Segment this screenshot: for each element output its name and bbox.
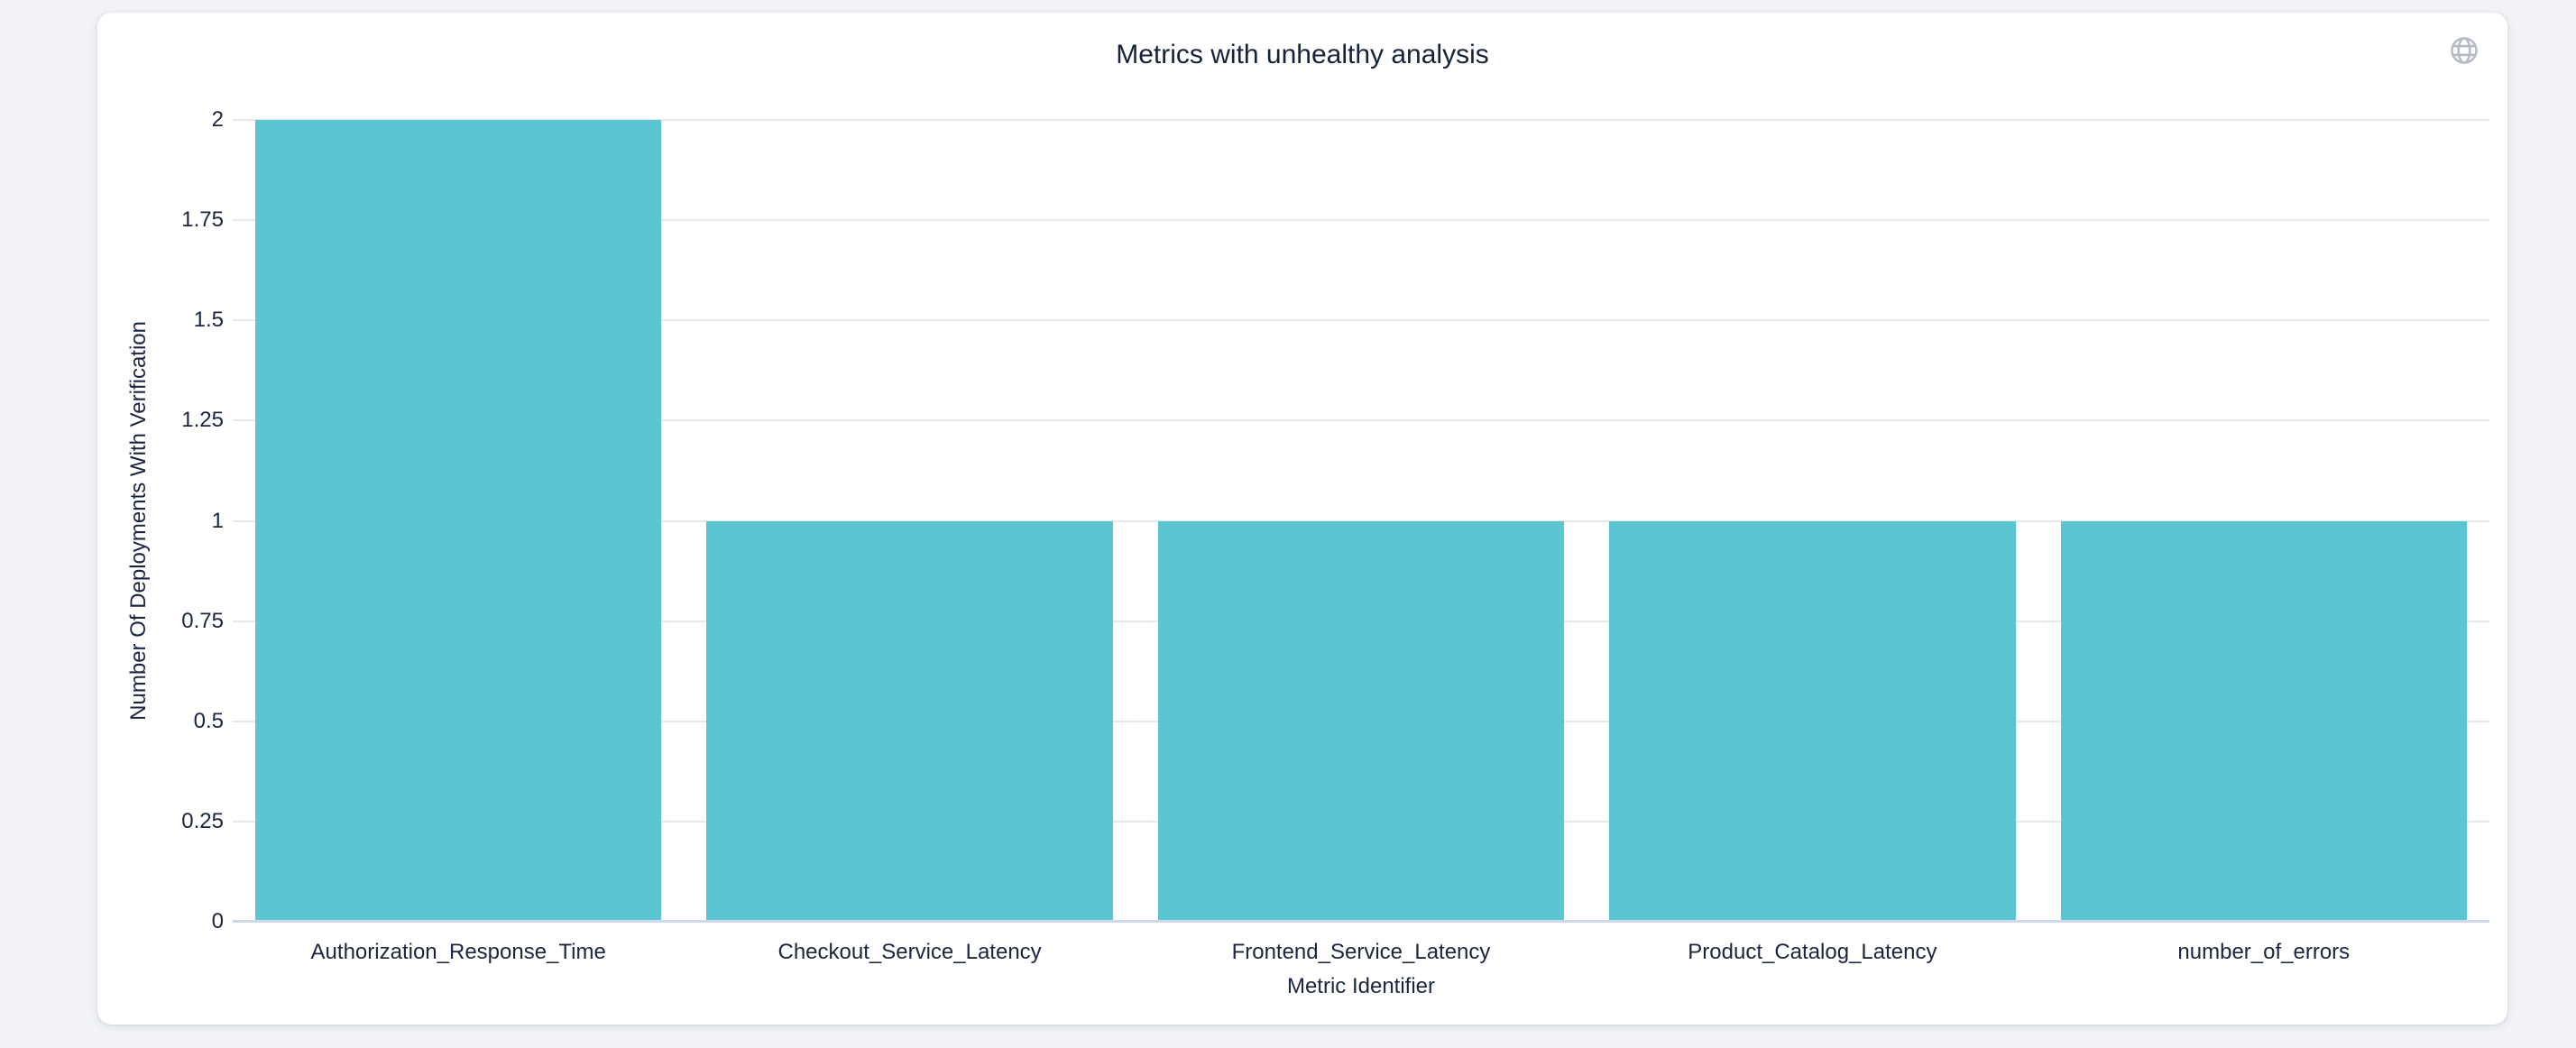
gridline [233,219,2489,222]
bar-Frontend_Service_Latency[interactable] [1157,520,1565,920]
y-tick-label: 0.5 [193,708,224,733]
x-axis-line [233,920,2489,923]
bar-chart-plot [233,119,2489,923]
bar-Authorization_Response_Time[interactable] [255,120,662,920]
chart-panel: Metrics with unhealthy analysis Number O… [97,13,2507,1025]
x-category-label: number_of_errors [2177,940,2351,964]
y-tick-label: 1.5 [193,308,224,333]
y-tick-label: 1 [211,508,224,533]
y-tick-label: 0.25 [181,808,224,833]
bar-Checkout_Service_Latency[interactable] [706,520,1113,920]
x-axis-title: Metric Identifier [1286,974,1436,998]
bar-number_of_errors[interactable] [2060,520,2467,920]
y-tick-label: 1.75 [181,207,224,233]
y-tick-label: 1.25 [181,408,224,433]
x-category-label: Product_Catalog_Latency [1688,940,1937,964]
x-category-label: Checkout_Service_Latency [777,940,1042,964]
chart-title: Metrics with unhealthy analysis [1116,40,1489,69]
globe-icon[interactable] [2448,34,2480,67]
gridline [233,419,2489,422]
x-category-label: Frontend_Service_Latency [1231,940,1491,964]
y-tick-label: 2 [211,107,224,132]
gridline [233,319,2489,322]
x-category-label: Authorization_Response_Time [310,940,606,964]
gridline [233,119,2489,121]
y-tick-label: 0 [211,909,224,933]
bar-Product_Catalog_Latency[interactable] [1609,520,2016,920]
y-tick-label: 0.75 [181,608,224,633]
